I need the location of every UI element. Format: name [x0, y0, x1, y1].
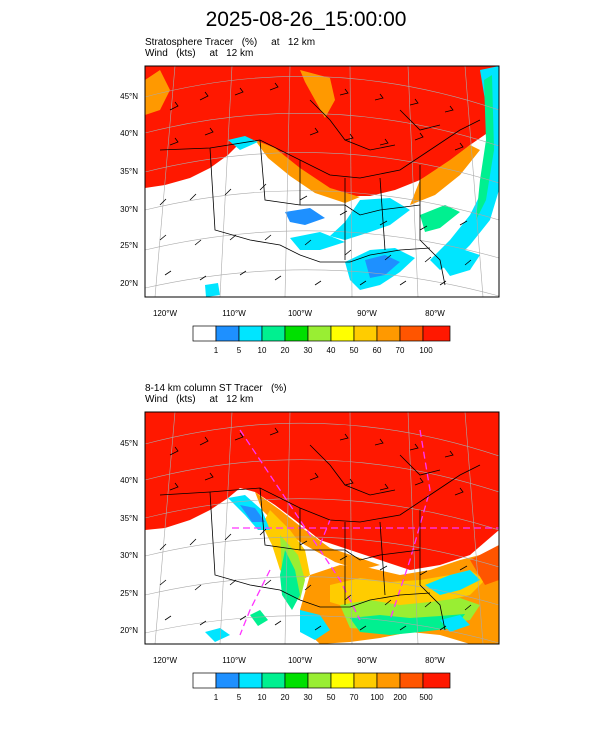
panel2-map: 45°N 40°N 35°N 30°N 25°N 20°N 120°W 110°…	[120, 411, 500, 702]
colorbar-label: 5	[237, 346, 242, 355]
lat-label: 30°N	[120, 551, 138, 560]
colorbar-label: 30	[304, 693, 313, 702]
lon-label: 90°W	[357, 656, 377, 665]
lat-label: 40°N	[120, 476, 138, 485]
main-title: 2025-08-26_15:00:00	[205, 8, 407, 31]
lat-label: 20°N	[120, 279, 138, 288]
colorbar-label: 50	[350, 346, 359, 355]
colorbar-label: 70	[350, 693, 359, 702]
lon-label: 110°W	[222, 309, 246, 318]
lon-label: 100°W	[288, 656, 313, 665]
lon-label: 100°W	[288, 309, 313, 318]
colorbar-label: 20	[281, 693, 290, 702]
lat-label: 30°N	[120, 205, 138, 214]
colorbar-label: 20	[281, 346, 290, 355]
lon-label: 90°W	[357, 309, 377, 318]
lat-label: 25°N	[120, 589, 138, 598]
lon-label: 120°W	[153, 309, 178, 318]
panel2-title-line1: 8-14 km column ST Tracer (%)	[145, 383, 287, 394]
colorbar-label: 200	[393, 693, 407, 702]
lat-label: 25°N	[120, 241, 138, 250]
colorbar-label: 70	[396, 346, 405, 355]
colorbar-label: 60	[373, 346, 382, 355]
colorbar-label: 5	[237, 693, 242, 702]
colorbar-label: 10	[258, 693, 267, 702]
lon-label: 110°W	[222, 656, 246, 665]
colorbar-label: 100	[370, 693, 384, 702]
lon-label: 80°W	[425, 309, 445, 318]
panel1-title-line2: Wind (kts) at 12 km	[145, 48, 254, 59]
lon-label: 120°W	[153, 656, 178, 665]
lat-label: 45°N	[120, 439, 138, 448]
lat-label: 40°N	[120, 129, 138, 138]
colorbar-label: 50	[327, 693, 336, 702]
panel2-title-line2: Wind (kts) at 12 km	[145, 394, 254, 405]
colorbar-label: 100	[419, 346, 433, 355]
lat-label: 35°N	[120, 514, 138, 523]
panel2-title: 8-14 km column ST Tracer (%) Wind (kts) …	[145, 383, 287, 405]
panel1-colorbar: 1 5 10 20 30 40 50 60 70 100	[192, 325, 451, 355]
colorbar-label: 30	[304, 346, 313, 355]
lat-label: 45°N	[120, 92, 138, 101]
lat-label: 20°N	[120, 626, 138, 635]
panel1-title: Stratosphere Tracer (%) at 12 km Wind (k…	[145, 37, 315, 59]
colorbar-label: 1	[214, 693, 219, 702]
panel1-map: 45°N 40°N 35°N 30°N 25°N 20°N 120°W 110°…	[120, 65, 500, 355]
colorbar-label: 500	[419, 693, 433, 702]
colorbar-label: 10	[258, 346, 267, 355]
panel2-colorbar: 1 5 10 20 30 50 70 100 200 500	[192, 672, 451, 702]
lat-label: 35°N	[120, 167, 138, 176]
colorbar-label: 40	[327, 346, 336, 355]
lon-label: 80°W	[425, 656, 445, 665]
panel1-title-line1: Stratosphere Tracer (%) at 12 km	[145, 37, 316, 48]
colorbar-label: 1	[214, 346, 219, 355]
